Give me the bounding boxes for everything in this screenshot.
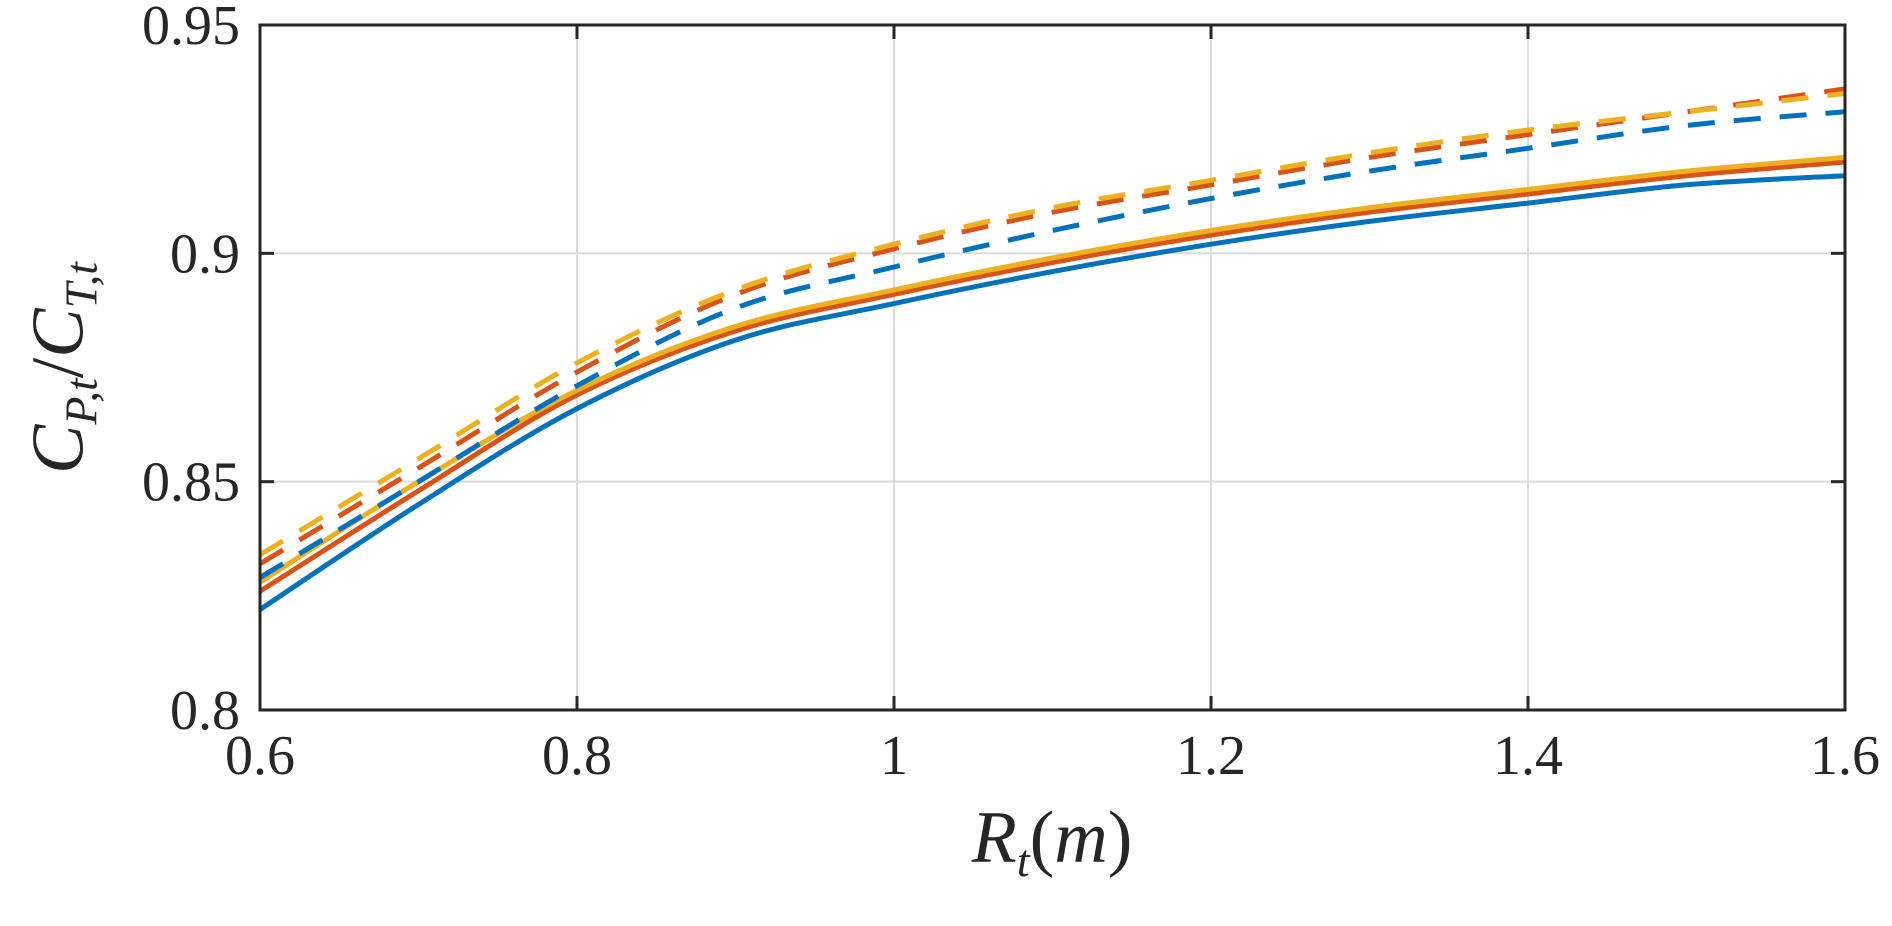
label-text: /: [17, 357, 100, 379]
label-text: C: [17, 424, 100, 474]
x-tick-label: 1.2: [1176, 725, 1246, 787]
label-text: R: [971, 797, 1017, 879]
label-text: (: [1029, 797, 1055, 879]
label-subscript: T,t: [55, 262, 107, 309]
plot-area: [260, 25, 1845, 710]
label-subscript: P,t: [55, 378, 107, 425]
x-tick-label: 0.6: [225, 725, 295, 787]
label-text: ): [1107, 797, 1133, 879]
y-tick-label: 0.85: [142, 452, 240, 514]
y-tick-label: 0.9: [170, 223, 240, 285]
y-tick-label: 0.95: [142, 0, 240, 57]
x-tick-label: 1: [880, 725, 908, 787]
y-axis-label: CP,t/CT,t: [17, 262, 108, 474]
x-tick-label: 1.6: [1810, 725, 1880, 787]
y-tick-label: 0.8: [170, 680, 240, 742]
series-dashed-blue: [258, 109, 1846, 580]
x-tick-label: 1.4: [1493, 725, 1563, 787]
series-dashed-yellow: [258, 91, 1846, 557]
x-axis-label: Rt(m): [972, 796, 1133, 887]
label-subscript: t: [1016, 834, 1030, 886]
series-solid-blue: [258, 173, 1846, 612]
series-dashed-red: [258, 86, 1846, 567]
x-tick-label: 0.8: [542, 725, 612, 787]
label-text: C: [17, 308, 100, 358]
axes-box: [258, 23, 1847, 712]
series-solid-red: [258, 159, 1846, 594]
label-text: m: [1054, 797, 1108, 879]
